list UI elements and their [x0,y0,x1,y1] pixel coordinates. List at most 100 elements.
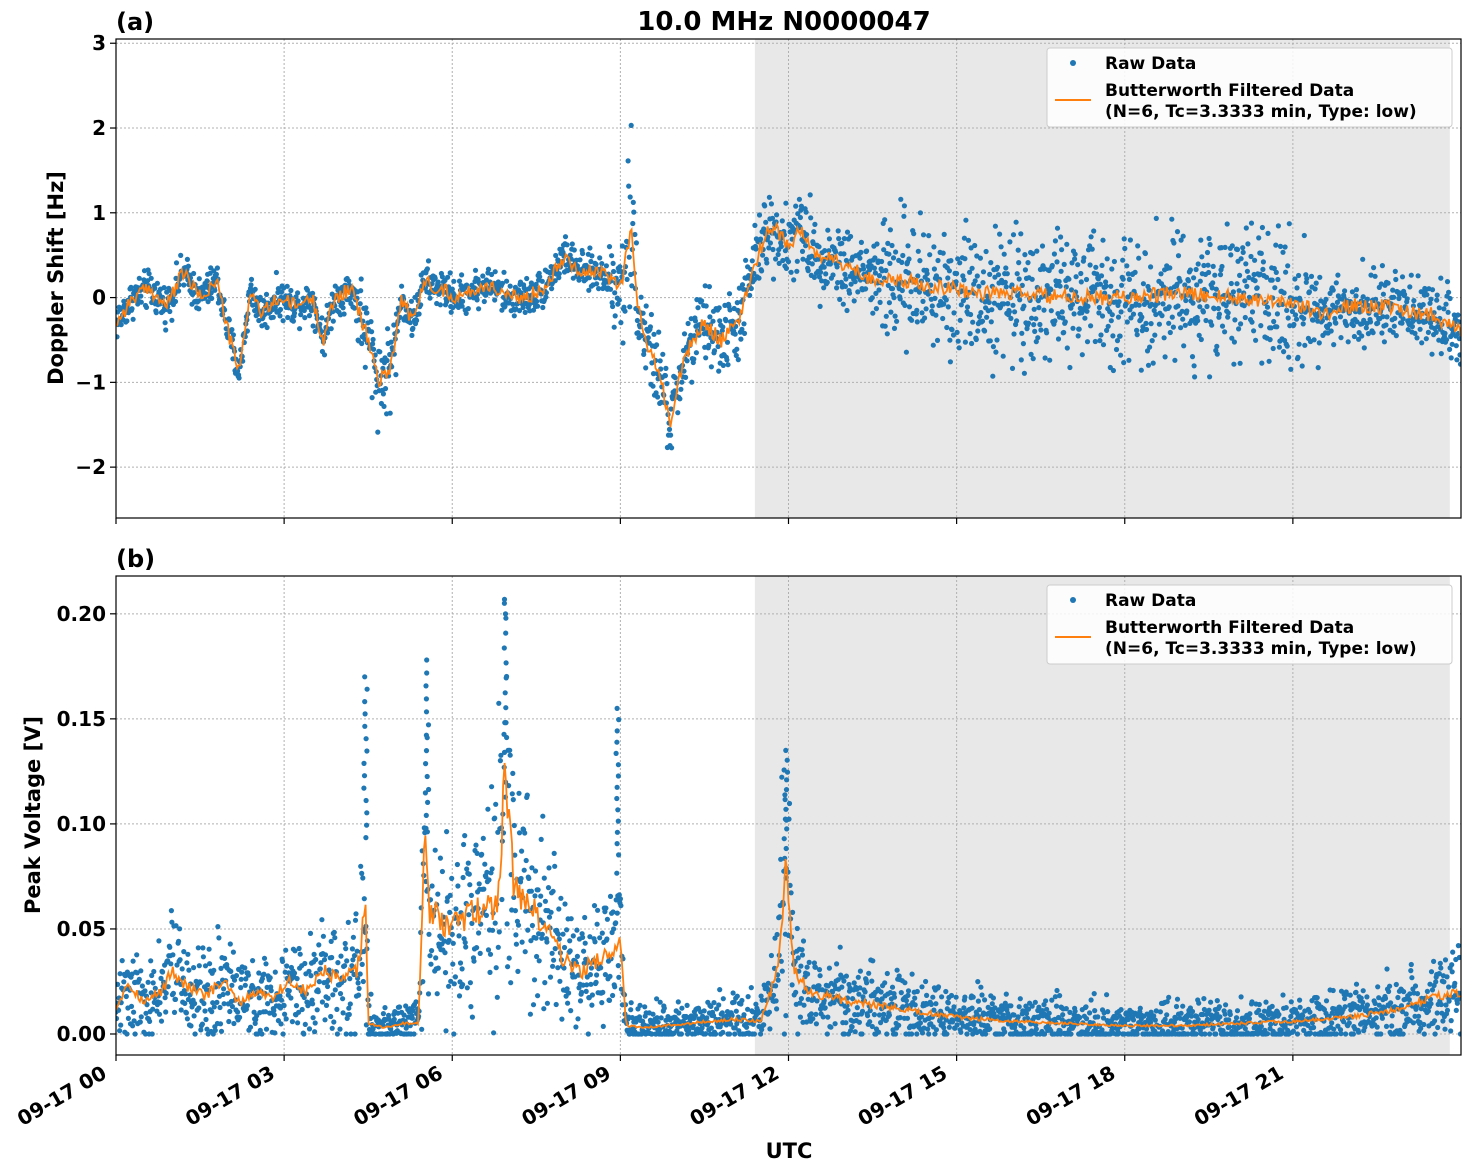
raw-data-point [1218,272,1223,277]
raw-data-point [481,836,486,841]
raw-data-point [196,945,201,950]
raw-data-point [1270,1004,1275,1009]
raw-data-point [717,987,722,992]
raw-data-point [291,319,296,324]
raw-data-point [1424,292,1429,297]
raw-data-point [139,300,144,305]
raw-data-point [1104,992,1109,997]
raw-data-point [883,268,888,273]
raw-data-point [1195,318,1200,323]
raw-data-point [929,1002,934,1007]
raw-data-point [1416,273,1421,278]
raw-data-point [426,991,431,996]
raw-data-point [1019,331,1024,336]
raw-data-point [269,988,274,993]
raw-data-point [473,268,478,273]
raw-data-point [1101,342,1106,347]
raw-data-point [1426,330,1431,335]
raw-data-point [1445,279,1450,284]
raw-data-point [981,269,986,274]
raw-data-point [1088,323,1093,328]
raw-data-point [1133,270,1138,275]
raw-data-point [1021,341,1026,346]
raw-data-point [1446,290,1451,295]
raw-data-point [1092,1008,1097,1013]
raw-data-point [828,1025,833,1030]
raw-data-point [979,992,984,997]
raw-data-point [502,531,507,536]
raw-data-point [1228,1012,1233,1017]
raw-data-point [902,203,907,208]
raw-data-point [430,883,435,888]
raw-data-point [939,994,944,999]
raw-data-point [1138,1006,1143,1011]
raw-data-point [898,296,903,301]
raw-data-point [1283,244,1288,249]
raw-data-point [610,304,615,309]
raw-data-point [207,947,212,952]
raw-data-point [295,976,300,981]
raw-data-point [1076,333,1081,338]
raw-data-point [540,814,545,819]
raw-data-point [1089,997,1094,1002]
raw-data-point [580,251,585,256]
raw-data-point [445,275,450,280]
raw-data-point [958,318,963,323]
raw-data-point [905,993,910,998]
raw-data-point [607,974,612,979]
raw-data-point [551,958,556,963]
raw-data-point [864,980,869,985]
raw-data-point [727,1031,732,1036]
raw-data-point [182,1001,187,1006]
raw-data-point [294,1003,299,1008]
raw-data-point [569,916,574,921]
panel-label-b: (b) [116,545,155,573]
raw-data-point [523,949,528,954]
raw-data-point [537,902,542,907]
raw-data-point [1059,269,1064,274]
raw-data-point [209,296,214,301]
raw-data-point [588,982,593,987]
raw-data-point [1084,309,1089,314]
raw-data-point [658,1000,663,1005]
raw-data-point [1239,994,1244,999]
raw-data-point [150,1031,155,1036]
raw-data-point [456,933,461,938]
raw-data-point [1047,358,1052,363]
raw-data-point [946,1000,951,1005]
raw-data-point [818,270,823,275]
raw-data-point [799,996,804,1001]
raw-data-point [1057,279,1062,284]
raw-data-point [955,1022,960,1027]
raw-data-point [1354,287,1359,292]
raw-data-point [313,1020,318,1025]
raw-data-point [1236,326,1241,331]
raw-data-point [618,896,623,901]
raw-data-point [565,242,570,247]
raw-data-point [411,1031,416,1036]
raw-data-point [877,273,882,278]
raw-data-point [999,244,1004,249]
raw-data-point [847,291,852,296]
ylabel-b: Peak Voltage [V] [21,716,45,914]
raw-data-point [1012,309,1017,314]
raw-data-point [910,972,915,977]
raw-data-point [1124,263,1129,268]
raw-data-point [1256,1008,1261,1013]
raw-data-point [629,1000,634,1005]
raw-data-point [1239,256,1244,261]
raw-data-point [1063,319,1068,324]
raw-data-point [779,775,784,780]
raw-data-point [1222,329,1227,334]
raw-data-point [250,958,255,963]
raw-data-point [427,296,432,301]
raw-data-point [307,313,312,318]
raw-data-point [1005,301,1010,306]
raw-data-point [798,215,803,220]
raw-data-point [459,272,464,277]
raw-data-point [1204,304,1209,309]
raw-data-point [447,910,452,915]
raw-data-point [185,952,190,957]
raw-data-point [549,910,554,915]
